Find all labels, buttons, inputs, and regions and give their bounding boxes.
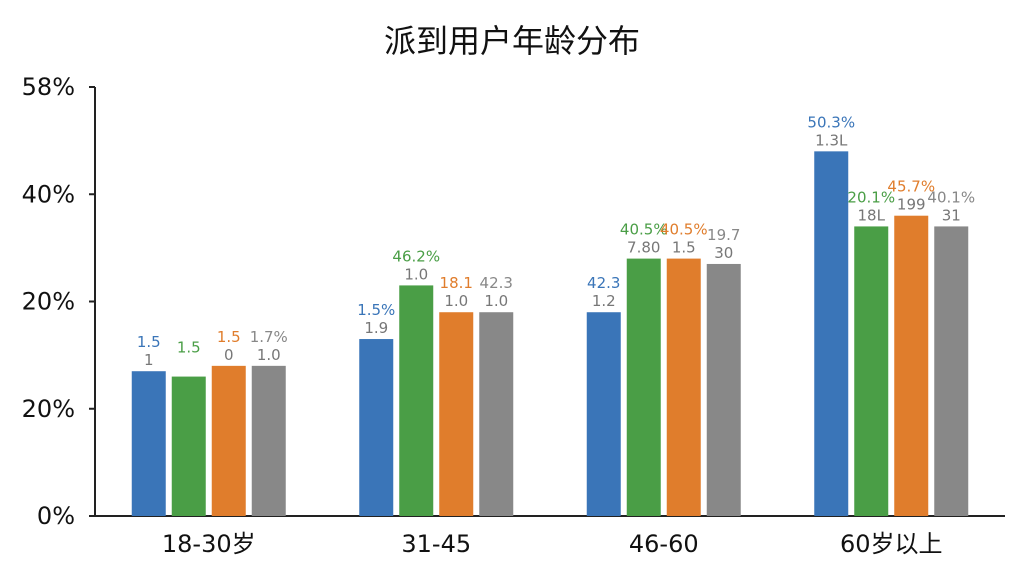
y-tick-label: 20% <box>22 395 75 423</box>
bar <box>894 215 929 516</box>
bar-value-label: 40.1% <box>927 188 975 206</box>
bar <box>131 371 166 516</box>
bar <box>626 258 661 516</box>
bar-sub-label: 1 <box>144 351 154 369</box>
bar <box>251 365 286 516</box>
bar-value-label: 1.5 <box>137 333 161 351</box>
bar <box>439 312 474 516</box>
bar-value-label: 46.2% <box>392 247 440 265</box>
x-category-label: 46-60 <box>629 530 699 558</box>
bar-value-label: 42.3 <box>587 274 620 292</box>
bar-sub-label: 1.2 <box>592 292 616 310</box>
bar-sub-label: 18L <box>858 206 886 224</box>
bar-value-label: 40.5% <box>660 221 708 239</box>
bar <box>211 365 246 516</box>
bar <box>586 312 621 516</box>
x-category-label: 18-30岁 <box>162 530 256 558</box>
x-category-label: 60岁以上 <box>840 530 943 558</box>
y-tick-label: 58% <box>22 73 75 101</box>
bar-sub-label: 1.3L <box>815 131 848 149</box>
bar-sub-label: 30 <box>714 244 733 262</box>
bar-sub-label: 1.5 <box>672 239 696 257</box>
bar-sub-label: 31 <box>942 206 961 224</box>
bar-value-label: 45.7% <box>887 178 935 196</box>
bar <box>854 226 889 517</box>
bar <box>814 151 849 516</box>
y-tick-label: 40% <box>22 180 75 208</box>
chart-title: 派到用户年龄分布 <box>383 22 640 60</box>
bar-sub-label: 7.80 <box>627 239 660 257</box>
bar-sub-label: 1.9 <box>364 319 388 337</box>
bar-sub-label: 1.0 <box>484 292 508 310</box>
bar-sub-label: 1.0 <box>404 265 428 283</box>
bar-value-label: 18.1 <box>440 274 473 292</box>
bar <box>399 285 434 516</box>
bar-value-label: 1.5% <box>357 301 395 319</box>
bar <box>706 263 741 516</box>
bar-sub-label: 1.0 <box>444 292 468 310</box>
bar-value-label: 50.3% <box>807 113 855 131</box>
bar <box>934 226 969 517</box>
bar <box>666 258 701 516</box>
bar-sub-label: 1.0 <box>257 346 281 364</box>
bar-value-label: 1.5 <box>217 328 241 346</box>
bar-value-label: 19.7 <box>707 226 740 244</box>
bar-value-label: 1.7% <box>250 328 288 346</box>
bar-value-label: 20.1% <box>847 188 895 206</box>
bar-value-label: 42.3 <box>480 274 513 292</box>
y-tick-label: 20% <box>22 288 75 316</box>
bar-sub-label: 199 <box>897 196 926 214</box>
x-category-label: 31-45 <box>401 530 471 558</box>
bar-value-label: 1.5 <box>177 339 201 357</box>
y-tick-label: 0% <box>37 502 75 530</box>
bar <box>359 339 394 516</box>
bar-value-label: 40.5% <box>620 221 668 239</box>
bar <box>171 376 206 516</box>
bar <box>479 312 514 516</box>
bar-sub-label: 0 <box>224 346 234 364</box>
